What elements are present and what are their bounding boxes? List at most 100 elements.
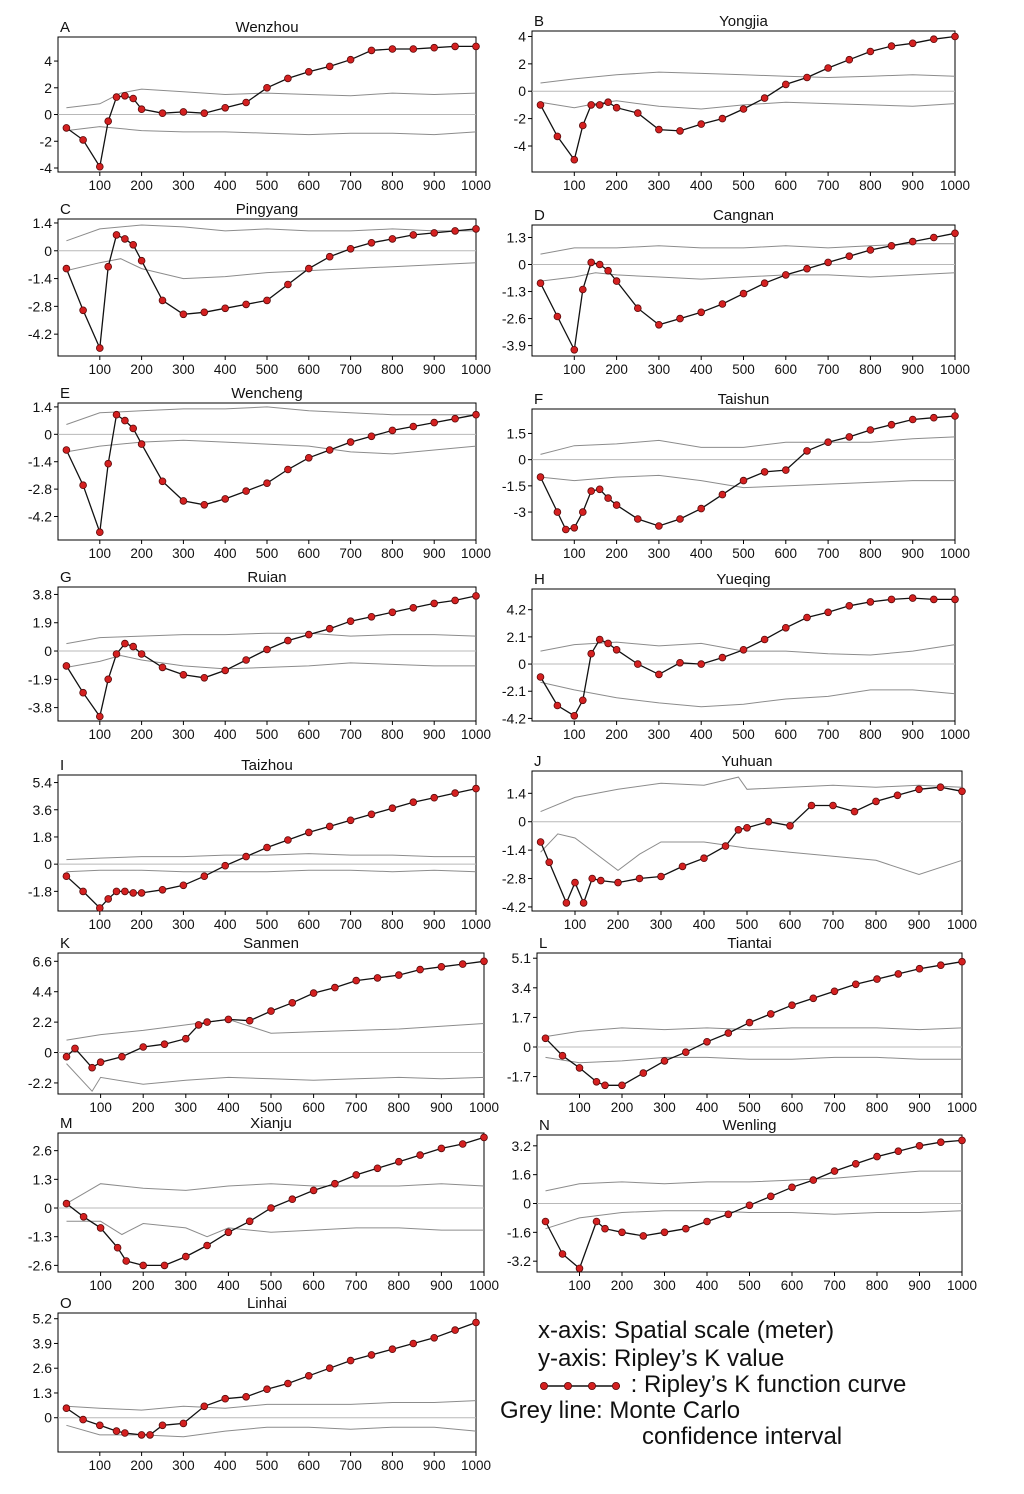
ripley-k-point bbox=[139, 1043, 148, 1051]
legend-curve-sample-marker bbox=[588, 1381, 597, 1390]
x-tick-label: 300 bbox=[648, 727, 671, 742]
x-tick-label: 400 bbox=[217, 1278, 240, 1293]
x-tick-label: 300 bbox=[172, 546, 195, 561]
y-tick-label: 3.4 bbox=[512, 980, 532, 996]
x-tick-label: 300 bbox=[172, 362, 195, 377]
y-tick-label: -2.6 bbox=[28, 1257, 52, 1273]
ripley-k-point bbox=[951, 229, 959, 238]
ripley-k-point bbox=[263, 843, 271, 852]
upper-confidence-line bbox=[545, 1027, 963, 1038]
ripley-k-point bbox=[96, 1421, 104, 1430]
lower-confidence-line bbox=[540, 833, 963, 876]
panel-letter: D bbox=[534, 207, 545, 224]
ripley-k-point bbox=[242, 852, 250, 861]
upper-confidence-line bbox=[66, 88, 477, 109]
ripley-k-point bbox=[936, 1138, 945, 1146]
ripley-k-point bbox=[242, 300, 250, 309]
plot-frame bbox=[57, 218, 477, 357]
x-tick-label: 900 bbox=[901, 727, 924, 742]
x-tick-label: 300 bbox=[172, 917, 195, 932]
x-tick-label: 500 bbox=[256, 727, 279, 742]
y-tick-label: 3.9 bbox=[33, 1335, 53, 1351]
chart-title: Pingyang bbox=[236, 201, 299, 218]
ripley-k-point bbox=[612, 277, 621, 285]
lower-confidence-line bbox=[540, 272, 956, 282]
ripley-k-point bbox=[451, 227, 459, 235]
chart-title: Sanmen bbox=[243, 935, 299, 952]
y-tick-label: 2.1 bbox=[507, 629, 527, 645]
ripley-k-point bbox=[458, 960, 467, 968]
ripley-k-point bbox=[781, 466, 790, 474]
x-tick-label: 600 bbox=[781, 1278, 804, 1293]
ripley-k-point bbox=[304, 1372, 313, 1380]
x-tick-label: 700 bbox=[339, 727, 362, 742]
ripley-k-point bbox=[242, 98, 250, 107]
ripley-k-point bbox=[951, 412, 959, 420]
ripley-k-point bbox=[612, 501, 621, 509]
ripley-k-point bbox=[633, 304, 642, 313]
ripley-k-point bbox=[745, 1201, 754, 1210]
ripley-k-point bbox=[908, 594, 917, 602]
ripley-k-point bbox=[541, 1034, 550, 1043]
y-tick-label: 1.6 bbox=[512, 1167, 532, 1183]
ripley-k-point bbox=[595, 101, 604, 109]
ripley-k-point bbox=[951, 32, 959, 41]
x-tick-label: 200 bbox=[611, 1100, 634, 1115]
ripley-k-point bbox=[570, 523, 579, 532]
ripley-k-point bbox=[824, 258, 832, 267]
ripley-k-point bbox=[79, 306, 87, 315]
ripley-k-point bbox=[681, 1224, 690, 1233]
y-tick-label: 0 bbox=[44, 643, 52, 659]
x-tick-label: 600 bbox=[298, 546, 321, 561]
x-tick-label: 600 bbox=[775, 178, 798, 193]
ripley-k-point bbox=[112, 650, 121, 658]
ripley-k-point bbox=[655, 522, 663, 530]
ripley-k-point bbox=[137, 440, 146, 448]
ripley-k-point bbox=[739, 289, 748, 298]
legend-row-x-axis: x-axis: Spatial scale (meter) bbox=[538, 1318, 834, 1344]
ripley-k-point bbox=[958, 1136, 966, 1145]
lower-confidence-line bbox=[66, 126, 477, 136]
ripley-k-point bbox=[929, 35, 938, 43]
x-tick-label: 400 bbox=[690, 546, 713, 561]
chart-title: Linhai bbox=[247, 1295, 287, 1312]
y-tick-label: 4.2 bbox=[507, 602, 527, 618]
legend-x-axis-key: x-axis: bbox=[538, 1317, 608, 1344]
x-tick-label: 200 bbox=[605, 362, 628, 377]
plot-frame bbox=[57, 952, 485, 1095]
ripley-k-point bbox=[309, 989, 318, 997]
ripley-k-point bbox=[122, 1257, 130, 1265]
ripley-k-point bbox=[866, 246, 875, 254]
ripley-k-point bbox=[346, 816, 355, 825]
ripley-k-point bbox=[79, 136, 87, 144]
ripley-k-point bbox=[200, 673, 209, 682]
x-tick-label: 600 bbox=[298, 917, 321, 932]
ripley-k-point bbox=[62, 872, 71, 880]
x-tick-label: 400 bbox=[690, 727, 713, 742]
x-tick-label: 600 bbox=[781, 1100, 804, 1115]
y-tick-label: 2.2 bbox=[33, 1014, 53, 1030]
ripley-k-point bbox=[472, 225, 480, 233]
ripley-k-point bbox=[595, 635, 604, 644]
ripley-k-point bbox=[578, 285, 587, 294]
ripley-k-point bbox=[739, 645, 748, 654]
ripley-k-point bbox=[788, 1001, 796, 1009]
ripley-k-point bbox=[676, 314, 684, 323]
x-tick-label: 900 bbox=[430, 1100, 453, 1115]
ripley-k-point bbox=[160, 1040, 169, 1048]
x-tick-label: 100 bbox=[89, 546, 112, 561]
ripley-k-point bbox=[388, 426, 397, 435]
ripley-k-point bbox=[678, 862, 687, 871]
x-tick-label: 900 bbox=[423, 917, 446, 932]
y-tick-label: -2 bbox=[514, 111, 527, 127]
x-tick-label: 200 bbox=[130, 917, 153, 932]
x-tick-label: 300 bbox=[653, 1278, 676, 1293]
ripley-k-point bbox=[635, 874, 644, 883]
ripley-k-point bbox=[388, 608, 397, 617]
x-tick-label: 700 bbox=[823, 1278, 846, 1293]
ripley-k-point bbox=[807, 801, 816, 810]
y-tick-label: -4 bbox=[514, 138, 527, 154]
upper-confidence-line bbox=[66, 1018, 485, 1041]
legend-grey-key: Grey line: bbox=[500, 1397, 603, 1424]
y-tick-label: -2.8 bbox=[28, 298, 52, 314]
